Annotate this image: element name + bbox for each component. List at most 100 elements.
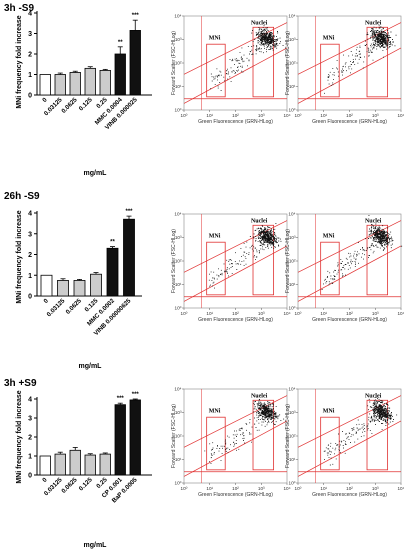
y-tick-label: 10⁰ xyxy=(175,306,182,311)
bar xyxy=(99,453,111,476)
category-label: 0 xyxy=(41,476,49,484)
x-tick-label: 10⁰ xyxy=(295,113,302,118)
x-tick-label: 10¹ xyxy=(206,113,213,118)
significance-marker: *** xyxy=(132,13,140,19)
y-tick-label: 10⁴ xyxy=(174,212,181,217)
category-label: 0.0625 xyxy=(65,297,84,316)
bar xyxy=(40,274,53,297)
y-tick-label: 3 xyxy=(28,31,32,38)
y-tick-label: 2 xyxy=(28,252,32,259)
gate-guide-line xyxy=(183,47,288,104)
y-tick-label: 3 xyxy=(28,231,32,238)
bar xyxy=(39,74,51,96)
gate-nuclei xyxy=(366,399,389,471)
bar xyxy=(129,30,141,96)
bar-xlabel-2: mg/mL xyxy=(79,363,103,370)
gate-label-mni: MNi xyxy=(209,234,221,240)
category-label: 0 xyxy=(43,297,51,305)
x-tick-label: 10⁴ xyxy=(397,311,404,316)
x-tick-label: 10² xyxy=(346,113,353,118)
significance-marker: *** xyxy=(132,392,140,398)
x-tick-label: 10² xyxy=(232,113,239,118)
y-tick-label: 10⁴ xyxy=(288,212,295,217)
y-tick-label: 2 xyxy=(28,435,32,442)
x-tick-label: 10⁰ xyxy=(295,486,302,491)
category-label: 0.0625 xyxy=(60,476,79,495)
y-tick-label: 0 xyxy=(28,294,32,301)
gate-label-mni: MNi xyxy=(323,409,335,415)
y-tick-label: 10³ xyxy=(289,410,296,415)
category-label: 0.03125 xyxy=(46,297,67,318)
y-tick-label: 10¹ xyxy=(175,282,182,287)
bar xyxy=(54,453,66,476)
bar xyxy=(84,454,96,476)
fc-y-axis-title: Forward Scatter (FSC-HLog) xyxy=(285,31,291,95)
event-dots xyxy=(204,395,285,465)
y-tick-label: 10² xyxy=(289,434,296,439)
panel-label-row-3: 3h +S9 xyxy=(4,378,37,389)
x-tick-label: 10⁴ xyxy=(283,311,290,316)
gate-guide-line xyxy=(297,395,402,448)
y-tick-label: 10² xyxy=(289,61,296,66)
x-tick-label: 10² xyxy=(232,486,239,491)
gate-guide-line xyxy=(297,220,402,273)
bar xyxy=(84,67,96,96)
gate-guide-line xyxy=(297,245,402,302)
y-tick-label: 10² xyxy=(175,434,182,439)
event-dots xyxy=(321,215,403,290)
significance-marker: *** xyxy=(125,209,133,215)
y-tick-label: 1 xyxy=(28,72,32,79)
gate-mni xyxy=(206,241,226,296)
y-tick-label: 10⁴ xyxy=(288,387,295,392)
category-label: 0.125 xyxy=(78,476,94,492)
gate-label-mni: MNi xyxy=(323,234,335,240)
x-tick-label: 10⁴ xyxy=(283,486,290,491)
y-tick-label: 4 xyxy=(28,211,32,218)
x-tick-label: 10⁴ xyxy=(397,113,404,118)
bar xyxy=(114,53,126,96)
fc-y-axis-title: Forward Scatter (FSC-HLog) xyxy=(171,404,177,468)
bar-xlabel-1: mg/mL xyxy=(84,170,108,177)
gate-label-mni: MNi xyxy=(209,409,221,415)
y-tick-label: 10² xyxy=(289,259,296,264)
gate-nuclei xyxy=(252,224,275,296)
bar xyxy=(73,280,86,297)
x-tick-label: 10³ xyxy=(258,113,265,118)
fc-y-axis-title: Forward Scatter (FSC-HLog) xyxy=(171,229,177,293)
y-tick-label: 3 xyxy=(28,416,32,423)
x-tick-label: 10⁰ xyxy=(181,311,188,316)
fc-x-axis-title: Green Fluorescence (GRN-HLog) xyxy=(198,492,273,498)
y-tick-label: 10¹ xyxy=(175,84,182,89)
y-tick-label: 10² xyxy=(175,259,182,264)
gate-nuclei xyxy=(366,26,389,98)
bar xyxy=(106,247,119,297)
gate-label-nuclei: Nuclei xyxy=(365,218,382,224)
bar xyxy=(39,455,51,476)
bar xyxy=(57,280,69,297)
category-label: 0 xyxy=(41,96,49,104)
fc-x-axis-title: Green Fluorescence (GRN-HLog) xyxy=(312,492,387,498)
bar xyxy=(90,273,102,297)
gate-label-mni: MNi xyxy=(323,36,335,42)
fc-y-axis-title: Forward Scatter (FSC-HLog) xyxy=(285,229,291,293)
y-tick-label: 2 xyxy=(28,52,32,59)
x-tick-label: 10² xyxy=(346,311,353,316)
x-tick-label: 10² xyxy=(346,486,353,491)
panel-label-row-2: 26h -S9 xyxy=(4,191,40,202)
bar-ylabel-1: MNi frequency fold increase xyxy=(16,15,23,108)
y-tick-label: 10⁰ xyxy=(289,108,296,113)
fc-y-axis-title: Forward Scatter (FSC-HLog) xyxy=(285,404,291,468)
gate-label-nuclei: Nuclei xyxy=(251,218,268,224)
bar-xlabel-3: mg/mL xyxy=(84,542,108,549)
y-tick-label: 4 xyxy=(28,11,32,18)
gate-guide-line xyxy=(183,245,288,302)
gate-mni xyxy=(206,416,226,471)
